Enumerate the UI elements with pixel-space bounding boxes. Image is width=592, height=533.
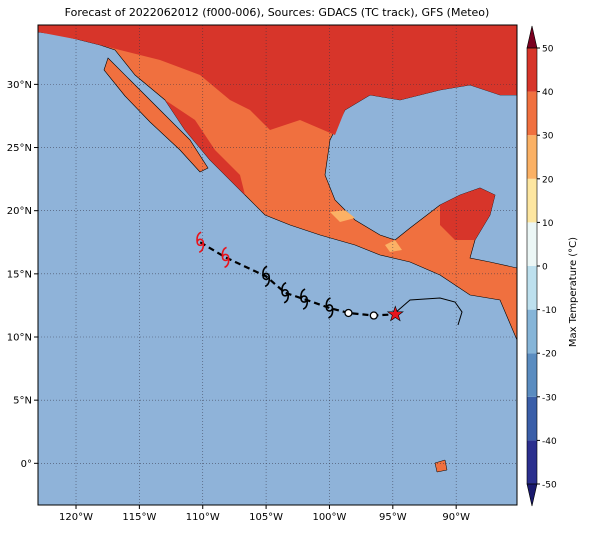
y-tick-label: 25°N xyxy=(7,143,32,154)
storm-marker xyxy=(262,265,271,288)
colorbar-segment xyxy=(527,48,537,92)
overlay xyxy=(38,25,517,505)
colorbar-segment xyxy=(527,178,537,223)
baja xyxy=(103,57,209,173)
colorbar-extend-under xyxy=(526,483,538,507)
current-position xyxy=(386,305,404,322)
colorbar-tick-label: -40 xyxy=(542,437,557,447)
x-tick-label: 105°W xyxy=(249,512,283,523)
colorbar-tick-label: 10 xyxy=(542,219,554,229)
colorbar-tick-label: 50 xyxy=(542,45,554,55)
colorbar-segment xyxy=(527,135,537,179)
hot-region xyxy=(38,25,517,135)
y-tick-label: 0° xyxy=(21,459,32,470)
coastline xyxy=(394,297,463,326)
x-tick-label: 90°W xyxy=(442,512,470,523)
colorbar-segment xyxy=(527,309,537,354)
colorbar-segment xyxy=(527,353,537,397)
track-point xyxy=(344,308,353,318)
storm-marker xyxy=(196,231,205,254)
hot-region xyxy=(440,188,495,240)
colorbar-label: Max Temperature (°C) xyxy=(568,237,579,347)
colorbar-extend-over xyxy=(526,25,538,49)
storm-marker xyxy=(281,282,290,304)
colorbar-segment xyxy=(527,266,537,310)
colorbar-tick-label: -10 xyxy=(542,306,557,316)
storm-marker xyxy=(221,246,230,269)
x-tick-label: 115°W xyxy=(122,512,156,523)
y-tick-label: 30°N xyxy=(7,80,32,91)
track-line xyxy=(199,241,396,317)
y-tick-label: 15°N xyxy=(7,269,32,280)
island xyxy=(434,459,448,473)
storm-marker xyxy=(300,288,309,310)
colorbar-segment xyxy=(527,222,537,266)
colorbar-tick-label: 30 xyxy=(542,132,554,142)
colorbar-segment xyxy=(527,91,537,136)
y-tick-label: 10°N xyxy=(7,333,32,344)
colorbar-tick-label: 0 xyxy=(542,263,548,273)
track-point xyxy=(369,311,378,320)
map-frame xyxy=(37,24,518,506)
y-tick-label: 5°N xyxy=(13,396,32,407)
map-area xyxy=(38,25,517,505)
x-tick-label: 110°W xyxy=(186,512,220,523)
colorbar-tick-label: 20 xyxy=(542,175,554,185)
colorbar-tick-label: 40 xyxy=(542,88,554,98)
x-tick-label: 120°W xyxy=(59,512,93,523)
x-tick-label: 95°W xyxy=(379,512,407,523)
cool-region xyxy=(330,210,402,252)
storm-marker xyxy=(325,297,334,319)
hot-region xyxy=(165,100,245,195)
x-tick-label: 100°W xyxy=(312,512,346,523)
colorbar-tick-label: -50 xyxy=(542,481,557,491)
colorbar-tick-label: -20 xyxy=(542,350,557,360)
colorbar-segment xyxy=(527,396,537,441)
colorbar-tick-label: -30 xyxy=(542,393,557,403)
y-tick-label: 20°N xyxy=(7,206,32,217)
colorbar-segment xyxy=(527,440,537,484)
title: Forecast of 2022062012 (f000-006), Sourc… xyxy=(65,6,490,19)
